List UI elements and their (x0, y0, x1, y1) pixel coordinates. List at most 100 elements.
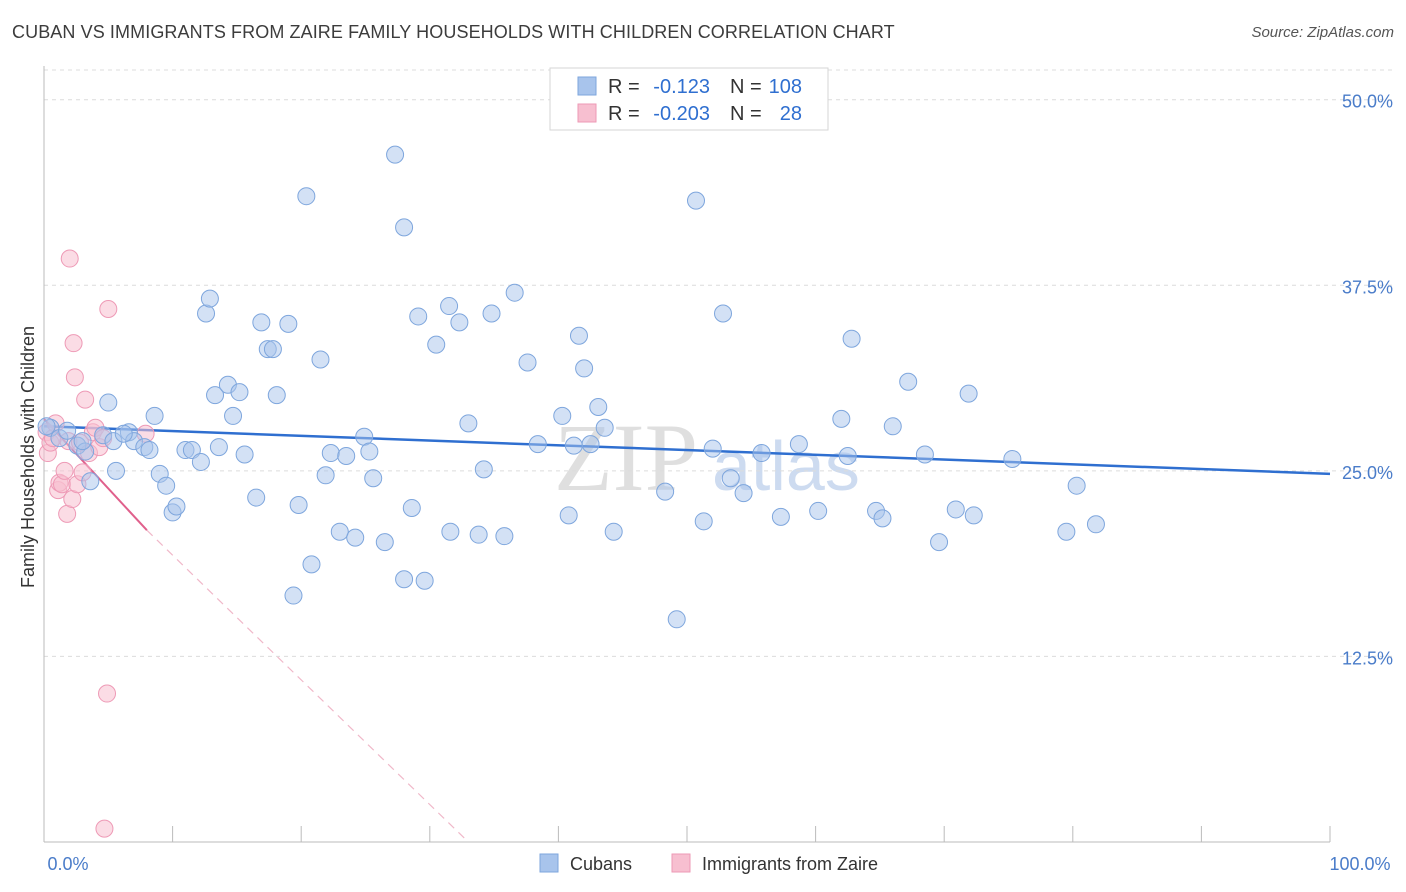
cubans-point (140, 441, 159, 460)
cubans-point (687, 191, 706, 210)
cubans-point (284, 586, 303, 605)
stats-r-value-cubans: -0.123 (653, 76, 710, 98)
cubans-point (297, 187, 316, 206)
cubans-point (99, 393, 118, 412)
cubans-point (459, 414, 478, 433)
cubans-point (145, 406, 164, 425)
cubans-point (395, 218, 414, 237)
y-axis-title: Family Households with Children (18, 326, 38, 588)
cubans-point (703, 439, 722, 458)
stats-legend-swatch-zaire (577, 103, 597, 123)
zaire-point (65, 368, 84, 387)
cubans-point (81, 472, 100, 491)
cubans-point (252, 313, 271, 332)
stats-r-label-cubans: R = (608, 76, 640, 98)
cubans-point (482, 304, 501, 323)
stats-legend-swatch-cubans (577, 76, 597, 96)
cubans-point (518, 353, 537, 372)
y-tick-label: 25.0% (1342, 463, 1393, 483)
cubans-point (553, 406, 572, 425)
cubans-point (107, 461, 126, 480)
cubans-point (832, 409, 851, 428)
zaire-point (64, 334, 83, 353)
stats-legend: R = -0.123 N = 108 R = -0.203 N = 28 (549, 67, 829, 131)
cubans-point (930, 533, 949, 552)
cubans-point (209, 438, 228, 457)
cubans-point (440, 297, 459, 316)
cubans-point (330, 522, 349, 541)
legend-label-zaire: Immigrants from Zaire (702, 854, 878, 874)
cubans-point (364, 469, 383, 488)
cubans-point (809, 501, 828, 520)
cubans-point (495, 527, 514, 546)
zaire-points (37, 249, 155, 838)
gridlines (44, 69, 1394, 657)
cubans-point (564, 436, 583, 455)
cubans-point (842, 329, 861, 348)
zaire-point (99, 300, 118, 319)
cubans-point (899, 372, 918, 391)
cubans-point (409, 307, 428, 326)
cubans-point (656, 482, 675, 501)
cubans-point (230, 383, 249, 402)
cubans-point (528, 435, 547, 454)
stats-n-label-cubans: N = (730, 76, 762, 98)
cubans-point (311, 350, 330, 369)
cubans-point (469, 525, 488, 544)
cubans-point (346, 528, 365, 547)
watermark: ZIP atlas (554, 404, 860, 511)
cubans-point (714, 304, 733, 323)
cubans-point (1086, 515, 1105, 534)
cubans-point (321, 444, 340, 463)
cubans-point (694, 512, 713, 531)
cubans-point (263, 340, 282, 359)
cubans-point (789, 435, 808, 454)
y-tick-labels: 12.5% 25.0% 37.5% 50.0% (1342, 92, 1393, 669)
cubans-point (289, 495, 308, 514)
cubans-point (771, 507, 790, 526)
cubans-point (267, 386, 286, 405)
cubans-point (206, 386, 225, 405)
cubans-point (734, 484, 753, 503)
cubans-point (73, 432, 92, 451)
zaire-trend-extension (146, 529, 469, 843)
cubans-point (395, 570, 414, 589)
cubans-point (505, 283, 524, 302)
cubans-point (883, 417, 902, 436)
source-label: Source: ZipAtlas.com (1251, 24, 1394, 41)
cubans-point (386, 145, 405, 164)
cubans-point (247, 488, 266, 507)
y-tick-label: 37.5% (1342, 277, 1393, 297)
cubans-trend-line (43, 425, 1331, 476)
cubans-point (200, 289, 219, 308)
cubans-point (402, 498, 421, 517)
cubans-point (964, 506, 983, 525)
watermark-zip: ZIP (554, 404, 698, 511)
watermark-atlas: atlas (712, 427, 860, 505)
cubans-point (37, 417, 56, 436)
chart-title: CUBAN VS IMMIGRANTS FROM ZAIRE FAMILY HO… (12, 22, 895, 42)
cubans-point (915, 445, 934, 464)
cubans-point (167, 497, 186, 516)
x-tick-label: 100.0% (1329, 854, 1390, 874)
x-tick-label: 0.0% (47, 854, 88, 874)
zaire-point (60, 249, 79, 268)
cubans-point (838, 447, 857, 465)
cubans-point (873, 509, 892, 528)
legend-swatch-cubans (539, 853, 559, 873)
cubans-point (279, 314, 298, 333)
cubans-point (157, 476, 176, 495)
x-tick-labels: 0.0% 100.0% (47, 854, 1390, 874)
zaire-point (55, 461, 74, 480)
cubans-point (337, 447, 356, 465)
cubans-point (959, 384, 978, 403)
cubans-point (58, 421, 77, 440)
cubans-point (441, 522, 460, 541)
cubans-point (589, 398, 608, 417)
cubans-point (450, 313, 469, 332)
legend-label-cubans: Cubans (570, 854, 632, 874)
zaire-point (98, 684, 117, 703)
zaire-point (95, 819, 114, 838)
cubans-point (375, 533, 394, 552)
